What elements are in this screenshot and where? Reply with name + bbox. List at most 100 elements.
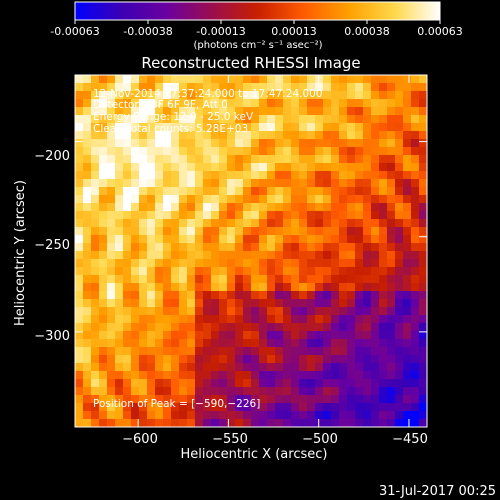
heatmap-cell [275,387,284,396]
heatmap-cell [195,147,204,156]
heatmap-cell [179,267,188,276]
heatmap-cell [363,371,372,380]
heatmap-cell [347,395,356,404]
heatmap-cell [347,339,356,348]
heatmap-cell [291,251,300,260]
heatmap-cell [379,99,388,108]
heatmap-cell [307,219,316,228]
heatmap-cell [411,379,420,388]
heatmap-cell [123,131,132,140]
heatmap-cell [387,347,396,356]
heatmap-cell [251,395,260,404]
heatmap-cell [211,267,220,276]
heatmap-cell [227,147,236,156]
heatmap-cell [411,395,420,404]
heatmap-cell [195,363,204,372]
heatmap-cell [187,267,196,276]
heatmap-cell [347,123,356,132]
heatmap-cell [179,291,188,300]
heatmap-cell [75,163,84,172]
heatmap-cell [227,75,236,84]
heatmap-cell [219,259,228,268]
heatmap-cell [107,315,116,324]
heatmap-cell [243,91,252,100]
heatmap-cell [259,99,268,108]
heatmap-cell [323,291,332,300]
heatmap-cell [123,163,132,172]
heatmap-cell [411,211,420,220]
heatmap-cell [347,363,356,372]
heatmap-cell [291,83,300,92]
heatmap-cell [403,163,412,172]
heatmap-cell [379,83,388,92]
heatmap-cell [299,419,308,427]
heatmap-cell [123,419,132,427]
heatmap-cell [179,259,188,268]
heatmap-cell [259,171,268,180]
heatmap-cell [267,107,276,116]
heatmap-cell [195,99,204,108]
heatmap-cell [339,227,348,236]
heatmap-cell [211,395,220,404]
heatmap-cell [299,123,308,132]
heatmap-cell [363,163,372,172]
heatmap-cell [371,411,380,420]
heatmap-cell [83,387,92,396]
heatmap-cell [91,387,100,396]
heatmap-cell [131,227,140,236]
heatmap-cell [371,227,380,236]
heatmap-cell [275,379,284,388]
heatmap-cell [91,187,100,196]
heatmap-cell [243,219,252,228]
heatmap-cell [307,75,316,84]
heatmap-cell [395,371,404,380]
heatmap-cell [147,211,156,220]
heatmap-cell [259,155,268,164]
heatmap-cell [83,235,92,244]
heatmap-cell [251,187,260,196]
heatmap-cell [299,403,308,412]
heatmap-cell [259,179,268,188]
heatmap-cell [419,155,427,164]
y-tick-label: −300 [34,329,70,344]
heatmap-cell [147,83,156,92]
heatmap-cell [387,275,396,284]
heatmap-cell [411,227,420,236]
heatmap-cell [123,403,132,412]
heatmap-cell [131,99,140,108]
heatmap-cell [315,283,324,292]
colorbar-tick-label: -0.00013 [196,25,245,38]
heatmap-cell [75,275,84,284]
heatmap-cell [299,339,308,348]
heatmap-cell [115,115,124,124]
heatmap-cell [211,251,220,260]
heatmap-cell [251,131,260,140]
heatmap-cell [83,211,92,220]
heatmap-cell [203,299,212,308]
heatmap-cell [219,211,228,220]
heatmap-cell [107,323,116,332]
heatmap-cell [171,99,180,108]
heatmap-cell [203,203,212,212]
heatmap-cell [283,251,292,260]
heatmap-cell [371,355,380,364]
heatmap-cell [267,75,276,84]
heatmap-cell [99,91,108,100]
heatmap-cell [203,195,212,204]
heatmap-cell [355,195,364,204]
heatmap-cell [107,419,116,427]
heatmap-cell [155,419,164,427]
colorbar-tick-label: 0.00013 [271,25,317,38]
heatmap-cell [419,291,427,300]
heatmap-cell [75,115,84,124]
heatmap-cell [163,347,172,356]
heatmap-cell [179,131,188,140]
heatmap-cell [355,387,364,396]
heatmap-cell [171,107,180,116]
heatmap-cell [83,299,92,308]
heatmap-cell [203,75,212,84]
heatmap-cell [419,275,427,284]
heatmap-cell [179,163,188,172]
heatmap-cell [331,371,340,380]
heatmap-cell [347,147,356,156]
